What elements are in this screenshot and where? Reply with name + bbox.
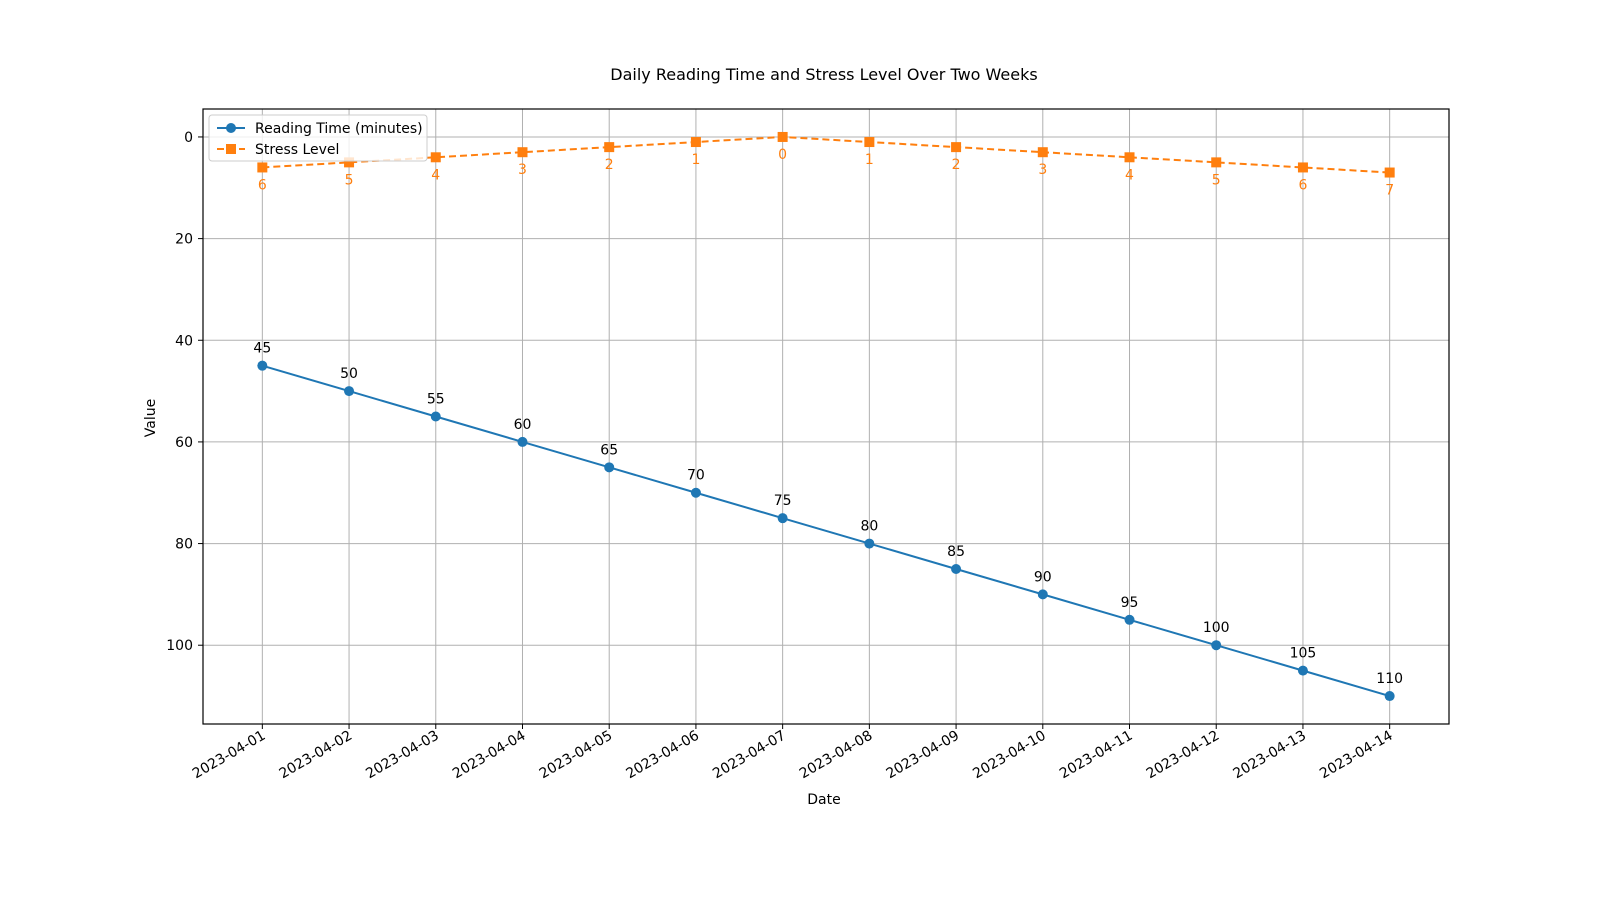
x-ticks: 2023-04-01 2023-04-02 2023-04-03 2023-04-04…	[190, 724, 1396, 782]
data-point	[257, 162, 268, 173]
x-tick-label: 2023-04-11	[1057, 728, 1135, 783]
x-tick-label: 2023-04-13	[1230, 728, 1308, 783]
legend-box	[208, 114, 428, 162]
legend-marker	[226, 123, 236, 133]
x-tick-label: 2023-04-08	[797, 728, 875, 783]
data-point	[1384, 167, 1395, 178]
data-point	[517, 436, 528, 447]
y-tick-label: 40	[175, 333, 193, 349]
legend-marker	[226, 144, 236, 154]
series-stress-level: 6 5 4 3 2 1 0 1 2 3 4 5 6 7	[257, 131, 1395, 199]
x-tick-label: 2023-04-14	[1317, 728, 1396, 783]
data-point	[257, 360, 268, 371]
series-line	[262, 364, 1390, 698]
data-label: 100	[1203, 620, 1230, 636]
data-point	[1297, 665, 1308, 676]
data-point	[430, 411, 441, 422]
x-tick-label: 2023-04-04	[450, 728, 529, 783]
x-axis-label: Date	[807, 792, 840, 808]
data-label: 105	[1290, 646, 1317, 662]
x-tick-label: 2023-04-05	[537, 728, 615, 783]
data-point	[517, 147, 528, 158]
data-point	[777, 131, 788, 142]
data-label: 50	[340, 366, 358, 382]
data-point	[344, 157, 355, 168]
data-label: 4	[431, 167, 440, 183]
legend: Reading Time (minutes) Stress Level	[208, 114, 428, 162]
data-point	[1211, 640, 1222, 651]
y-tick-label: 60	[175, 435, 193, 451]
data-label: 1	[691, 152, 700, 168]
x-tick-label: 2023-04-01	[190, 728, 268, 783]
data-point	[1124, 152, 1135, 163]
y-tick-label: 80	[175, 537, 193, 553]
x-tick-label: 2023-04-07	[710, 728, 788, 783]
data-point	[690, 137, 701, 148]
data-label: 60	[514, 417, 532, 433]
x-tick-label: 2023-04-03	[363, 728, 441, 783]
plot-frame	[202, 108, 1450, 725]
chart-title: Daily Reading Time and Stress Level Over…	[610, 65, 1037, 84]
data-label: 65	[600, 442, 618, 458]
data-point	[1211, 157, 1222, 168]
legend-label: Stress Level	[255, 142, 339, 158]
data-point	[951, 142, 962, 153]
data-label: 2	[605, 157, 614, 173]
data-point	[344, 386, 355, 397]
y-tick-label: 20	[175, 232, 193, 248]
y-tick-label: 100	[166, 638, 193, 654]
data-point	[604, 462, 615, 473]
x-tick-label: 2023-04-02	[277, 728, 355, 783]
data-point	[1037, 589, 1048, 600]
data-point	[1037, 147, 1048, 158]
data-label: 85	[947, 544, 965, 560]
data-label: 4	[1125, 167, 1134, 183]
y-tick-label: 0	[184, 130, 193, 146]
data-label: 6	[258, 177, 267, 193]
data-point	[690, 487, 701, 498]
x-tick-label: 2023-04-09	[884, 728, 962, 783]
data-point	[864, 137, 875, 148]
data-label: 90	[1034, 569, 1052, 585]
data-label: 6	[1298, 177, 1307, 193]
data-label: 45	[253, 341, 271, 357]
grid	[203, 109, 1449, 724]
data-label: 95	[1121, 595, 1139, 611]
data-label: 5	[1212, 172, 1221, 188]
data-point	[1297, 162, 1308, 173]
data-label: 7	[1385, 183, 1394, 199]
x-tick-label: 2023-04-12	[1144, 728, 1222, 783]
x-tick-label: 2023-04-06	[623, 728, 702, 783]
data-point	[1124, 614, 1135, 625]
data-label: 3	[518, 162, 527, 178]
data-label: 1	[865, 152, 874, 168]
legend-label: Reading Time (minutes)	[255, 121, 423, 137]
series-line	[262, 135, 1390, 174]
data-label: 70	[687, 468, 705, 484]
data-point	[951, 563, 962, 574]
data-point	[430, 152, 441, 163]
data-label: 2	[952, 157, 961, 173]
y-ticks: 0 20 40 60 80 100	[166, 130, 203, 654]
data-point	[864, 538, 875, 549]
data-label: 80	[860, 519, 878, 535]
data-label: 110	[1376, 671, 1403, 687]
data-label: 3	[1038, 162, 1047, 178]
series-reading-time: 45 50 55 60 65 70 75 80 85 90 95 100 105 110	[253, 341, 1403, 702]
data-label: 55	[427, 392, 445, 408]
data-label: 5	[345, 172, 354, 188]
y-axis-label: Value	[143, 399, 159, 437]
x-tick-label: 2023-04-10	[970, 728, 1048, 783]
data-point	[604, 142, 615, 153]
data-label: 0	[778, 147, 787, 163]
data-label: 75	[774, 493, 792, 509]
data-point	[777, 513, 788, 524]
data-point	[1384, 691, 1395, 702]
